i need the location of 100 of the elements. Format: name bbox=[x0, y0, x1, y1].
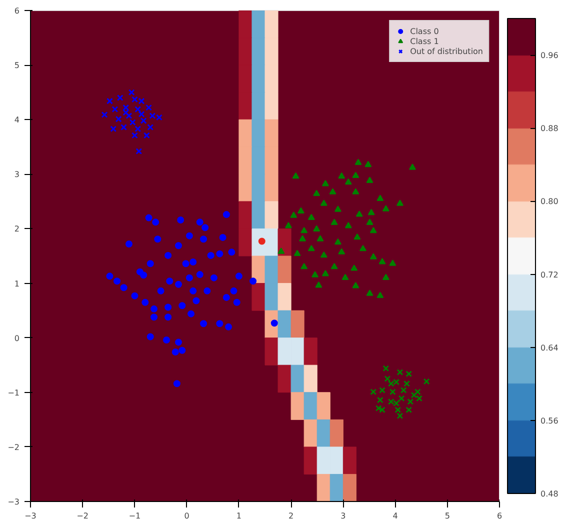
x-tick-label: 1 bbox=[236, 512, 242, 520]
point bbox=[334, 238, 342, 245]
point bbox=[190, 287, 197, 294]
point bbox=[190, 258, 197, 266]
legend-label: Out of distribution bbox=[410, 46, 483, 56]
x-tick-label: −1 bbox=[128, 512, 141, 520]
point bbox=[322, 270, 329, 276]
point bbox=[128, 89, 135, 96]
point bbox=[389, 260, 396, 266]
point bbox=[164, 304, 172, 311]
point bbox=[368, 208, 375, 216]
y-tick-label: 4 bbox=[14, 116, 20, 125]
point bbox=[396, 368, 404, 376]
point bbox=[290, 212, 298, 218]
point bbox=[370, 226, 377, 234]
y-tick-label: −1 bbox=[8, 388, 20, 398]
point bbox=[115, 116, 122, 122]
y-tick-label: 0 bbox=[14, 334, 20, 343]
point bbox=[312, 271, 319, 278]
point bbox=[147, 124, 154, 130]
point bbox=[379, 406, 386, 414]
point bbox=[376, 194, 384, 201]
point bbox=[316, 235, 324, 242]
point bbox=[112, 106, 118, 112]
x-tick-label: 2 bbox=[288, 512, 294, 520]
color-bar-label: 0.64 bbox=[540, 343, 558, 352]
point bbox=[122, 104, 130, 111]
point bbox=[330, 218, 338, 225]
legend-label: Class 1 bbox=[410, 36, 439, 46]
point bbox=[202, 224, 209, 232]
point bbox=[300, 226, 308, 234]
point bbox=[233, 298, 240, 306]
point bbox=[235, 272, 242, 280]
point bbox=[278, 248, 285, 254]
point bbox=[110, 126, 117, 132]
point bbox=[216, 320, 224, 328]
point bbox=[131, 292, 138, 300]
x-tick-label: 3 bbox=[340, 512, 346, 520]
point bbox=[192, 297, 200, 304]
point bbox=[338, 248, 346, 254]
point bbox=[207, 252, 214, 259]
point bbox=[382, 365, 390, 372]
color-bar-label: 0.80 bbox=[540, 197, 558, 206]
point bbox=[222, 294, 230, 301]
point bbox=[406, 406, 412, 414]
point bbox=[163, 336, 170, 344]
point bbox=[350, 264, 358, 271]
point bbox=[406, 370, 412, 378]
point bbox=[136, 148, 142, 154]
color-bar-label: 0.72 bbox=[540, 270, 558, 280]
point bbox=[188, 310, 194, 318]
point bbox=[423, 378, 430, 385]
point bbox=[178, 346, 186, 354]
point bbox=[308, 214, 315, 220]
point bbox=[230, 287, 238, 294]
point bbox=[166, 278, 174, 285]
point bbox=[366, 290, 374, 296]
point bbox=[334, 206, 342, 212]
point bbox=[120, 124, 128, 130]
point bbox=[398, 395, 405, 402]
point bbox=[300, 262, 308, 270]
point bbox=[352, 172, 360, 178]
point bbox=[313, 190, 320, 196]
point bbox=[366, 218, 374, 225]
point bbox=[182, 260, 190, 268]
point bbox=[150, 314, 158, 321]
point bbox=[352, 188, 360, 194]
point bbox=[177, 216, 184, 224]
point bbox=[125, 240, 132, 248]
color-bar-label: 0.96 bbox=[540, 51, 558, 60]
point bbox=[329, 188, 336, 194]
x-tick-label: 6 bbox=[496, 512, 502, 520]
point bbox=[174, 242, 182, 250]
point bbox=[354, 233, 361, 240]
point bbox=[146, 333, 154, 340]
point bbox=[320, 200, 328, 206]
y-tick-label: 3 bbox=[14, 170, 20, 180]
point bbox=[216, 250, 224, 258]
point bbox=[173, 380, 180, 388]
point bbox=[294, 250, 301, 256]
point bbox=[143, 132, 150, 139]
point bbox=[136, 268, 144, 276]
point bbox=[200, 320, 208, 328]
point bbox=[131, 132, 138, 139]
point bbox=[164, 252, 172, 259]
point bbox=[407, 398, 414, 405]
point bbox=[315, 281, 322, 288]
point bbox=[400, 386, 407, 394]
point bbox=[382, 205, 390, 212]
point bbox=[376, 396, 384, 404]
point bbox=[174, 338, 182, 346]
point bbox=[370, 388, 377, 396]
point bbox=[322, 180, 329, 186]
color-bar-label: 0.48 bbox=[540, 490, 558, 498]
point bbox=[313, 225, 320, 232]
point bbox=[138, 110, 145, 118]
y-tick-label: 6 bbox=[14, 6, 20, 16]
point bbox=[356, 210, 363, 217]
point bbox=[320, 251, 328, 258]
point bbox=[414, 388, 421, 396]
